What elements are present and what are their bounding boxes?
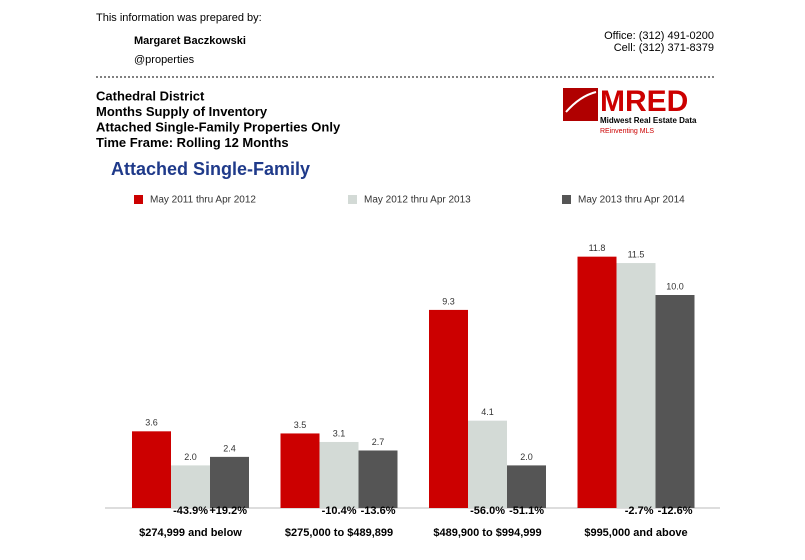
prepared-by: This information was prepared by:	[96, 12, 262, 24]
data-label: 11.8	[589, 243, 606, 253]
agent-name: Margaret Baczkowski	[134, 35, 246, 47]
report-line: Time Frame: Rolling 12 Months	[96, 135, 289, 150]
bar	[507, 465, 546, 508]
bar	[132, 431, 171, 508]
cell-phone: Cell: (312) 371-8379	[614, 42, 714, 54]
chart-title: Attached Single-Family	[111, 159, 310, 179]
x-tick-label: $489,900 to $994,999	[433, 527, 541, 539]
bar	[429, 309, 468, 508]
x-tick-label: $275,000 to $489,899	[285, 527, 393, 539]
change-label: +19.2%	[209, 505, 247, 517]
bar	[358, 450, 398, 508]
report-line: Months Supply of Inventory	[96, 104, 268, 119]
data-label: 3.5	[294, 420, 307, 430]
legend-swatch	[562, 195, 571, 204]
office-phone: Office: (312) 491-0200	[604, 30, 714, 42]
change-label: -2.7%	[625, 505, 654, 517]
change-label: -51.1%	[509, 505, 544, 517]
data-label: 10.0	[666, 281, 684, 291]
bar	[319, 441, 359, 508]
bar	[280, 433, 320, 508]
data-label: 2.4	[223, 443, 236, 453]
bar	[655, 295, 695, 508]
legend-swatch	[134, 195, 143, 204]
report-line: Attached Single-Family Properties Only	[96, 119, 341, 134]
bar	[468, 420, 507, 508]
data-label: 2.7	[372, 437, 385, 447]
data-label: 11.5	[628, 249, 645, 259]
change-label: -13.6%	[361, 505, 396, 517]
legend-swatch	[348, 195, 357, 204]
data-label: 4.1	[481, 407, 494, 417]
legend-label: May 2011 thru Apr 2012	[150, 195, 256, 206]
logo-tagline: Midwest Real Estate Data	[600, 116, 697, 125]
bar	[616, 263, 656, 508]
report-line: Cathedral District	[96, 88, 205, 103]
data-label: 3.1	[333, 428, 346, 438]
logo: MRED Midwest Real Estate Data REinventin…	[563, 85, 697, 135]
data-label: 2.0	[520, 452, 533, 462]
change-label: -12.6%	[658, 505, 693, 517]
logo-swoosh	[565, 91, 597, 113]
bar	[210, 456, 249, 508]
company: @properties	[134, 54, 195, 66]
bar	[171, 465, 210, 508]
bar	[577, 256, 617, 508]
data-label: 2.0	[184, 452, 197, 462]
change-label: -43.9%	[173, 505, 208, 517]
logo-name: MRED	[600, 85, 688, 118]
logo-slogan: REinventing MLS	[600, 128, 654, 135]
data-label: 9.3	[442, 296, 455, 306]
x-tick-label: $995,000 and above	[584, 527, 687, 539]
x-tick-label: $274,999 and below	[139, 527, 242, 539]
data-label: 3.6	[145, 418, 158, 428]
change-label: -10.4%	[322, 505, 357, 517]
legend-label: May 2012 thru Apr 2013	[364, 195, 471, 206]
change-label: -56.0%	[470, 505, 505, 517]
legend-label: May 2013 thru Apr 2014	[578, 195, 685, 206]
